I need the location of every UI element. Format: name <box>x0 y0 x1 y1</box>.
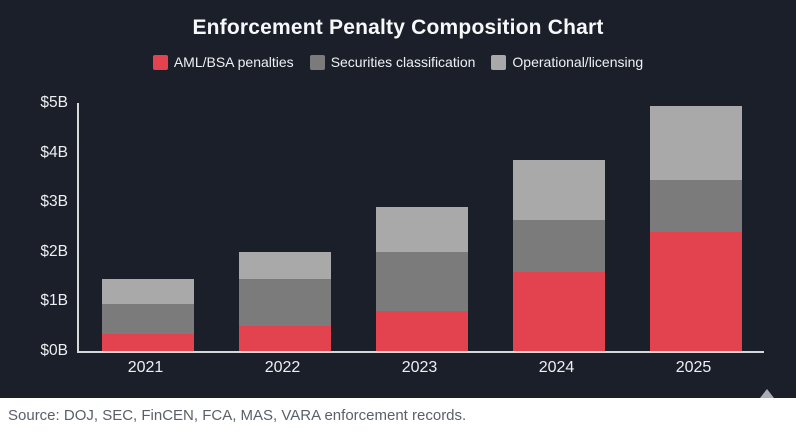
bar-segment-operational-licensing <box>375 207 468 252</box>
bars <box>79 103 764 351</box>
y-tick-label: $0B <box>40 342 68 359</box>
y-tick-label: $4B <box>40 143 68 161</box>
bar-segment-securities-classification <box>238 279 331 327</box>
bar-slot <box>627 103 764 351</box>
legend-label: AML/BSA penalties <box>173 54 294 70</box>
bar-segment-aml-bsa-penalties <box>375 311 468 351</box>
stacked-bar-2025 <box>649 103 742 351</box>
legend-swatch-icon <box>309 54 325 70</box>
x-tick-label: 2024 <box>538 359 575 376</box>
bar-segment-securities-classification <box>649 179 742 232</box>
bar-segment-aml-bsa-penalties <box>238 326 331 351</box>
stacked-bar-2022 <box>238 103 331 351</box>
y-tick-label: $5B <box>40 94 68 111</box>
legend-swatch-icon <box>152 54 168 70</box>
stacked-bar-2021 <box>101 103 194 351</box>
stacked-bar-2024 <box>512 103 605 351</box>
x-tick-label: 2022 <box>264 359 301 376</box>
x-axis-labels: 2021 2022 2023 2024 2025 <box>77 359 762 377</box>
stacked-bar-2023 <box>375 103 468 351</box>
bar-segment-operational-licensing <box>238 251 331 280</box>
bar-segment-operational-licensing <box>649 105 742 180</box>
legend-swatch-icon <box>491 54 507 70</box>
source-note: Source: DOJ, SEC, FinCEN, FCA, MAS, VARA… <box>8 406 467 424</box>
legend-item-operational-licensing: Operational/licensing <box>491 54 643 70</box>
bar-segment-securities-classification <box>375 251 468 312</box>
legend-label: Operational/licensing <box>512 54 644 70</box>
bar-segment-operational-licensing <box>512 160 605 220</box>
y-axis-labels: $0B $1B $2B $3B $4B $5B <box>0 94 68 359</box>
bar-segment-securities-classification <box>101 303 194 334</box>
scroll-up-arrow-icon <box>760 389 774 398</box>
bar-segment-securities-classification <box>512 219 605 272</box>
legend-item-aml-bsa-penalties: AML/BSA penalties <box>152 54 294 70</box>
bar-segment-aml-bsa-penalties <box>101 333 194 351</box>
y-tick-label: $1B <box>40 292 68 310</box>
x-tick-label: 2021 <box>127 359 164 376</box>
legend-label: Securities classification <box>330 54 476 70</box>
y-tick-label: $2B <box>40 242 68 260</box>
plot-area <box>77 103 764 353</box>
x-tick-label: 2025 <box>675 359 712 376</box>
bar-segment-aml-bsa-penalties <box>512 271 605 351</box>
bar-slot <box>216 103 353 351</box>
legend-item-securities-classification: Securities classification <box>309 54 476 70</box>
bar-slot <box>79 103 216 351</box>
y-tick-label: $3B <box>40 193 68 211</box>
bar-segment-operational-licensing <box>101 279 194 304</box>
bar-segment-aml-bsa-penalties <box>649 231 742 351</box>
legend: AML/BSA penalties Securities classificati… <box>0 54 796 70</box>
chart-card: Enforcement Penalty Composition Chart AM… <box>0 0 796 398</box>
footer: Source: DOJ, SEC, FinCEN, FCA, MAS, VARA… <box>0 398 796 432</box>
x-tick-label: 2023 <box>401 359 438 376</box>
bar-slot <box>490 103 627 351</box>
chart-title: Enforcement Penalty Composition Chart <box>192 16 604 39</box>
bar-slot <box>353 103 490 351</box>
